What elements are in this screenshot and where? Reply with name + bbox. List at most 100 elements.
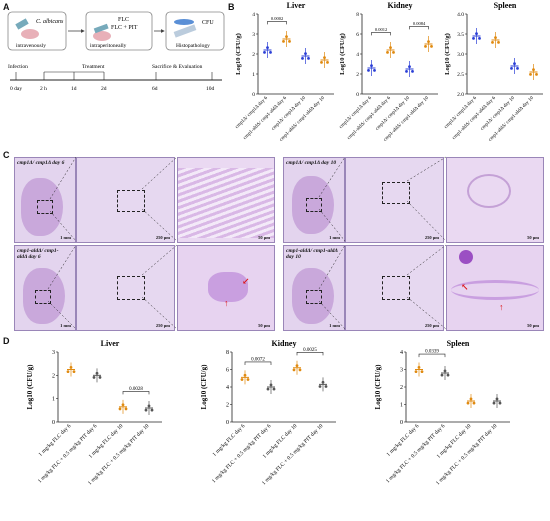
y-tick-label: 0 (400, 420, 403, 426)
panel-label-c: C (3, 150, 10, 160)
data-point (147, 404, 151, 408)
data-point (513, 62, 516, 65)
data-point (408, 65, 411, 68)
data-point (263, 51, 266, 54)
x-tick-label: cmp1Δ/ cmp1Δ day 10 (271, 96, 307, 132)
y-axis-label: Log10 (CFU/g) (200, 364, 208, 410)
x-tick-label: cmp1Δ/ cmp1Δ day 6 (339, 96, 373, 130)
data-point (282, 40, 285, 43)
data-point (321, 380, 325, 384)
data-point (272, 387, 276, 391)
panel-label-a: A (3, 2, 10, 12)
tick-0day: 0 day (10, 86, 22, 92)
data-point (320, 61, 323, 64)
panel-label-d: D (3, 336, 10, 346)
data-point (98, 376, 102, 379)
data-point (121, 403, 125, 407)
y-tick-label: 2 (226, 403, 229, 409)
data-point (529, 73, 532, 76)
data-point (392, 51, 395, 54)
histo-label-1: cmp1Δ/ cmp1Δ day 6 (17, 160, 65, 166)
data-point (292, 368, 296, 372)
data-point (295, 364, 299, 368)
data-point (92, 376, 96, 379)
histo-label-3: cmp1-aldΔ/ cmp1-aldΔ day 6 (17, 248, 59, 260)
chart-title: Spleen (447, 339, 470, 348)
data-point (494, 36, 497, 39)
schematic-box-infection: C. albicans intravenously (7, 11, 67, 51)
data-point (475, 32, 478, 35)
phase-sacrifice: Sacrifice & Evaluation (152, 63, 203, 70)
data-point (370, 64, 373, 67)
p-value-label: 0.0012 (375, 27, 387, 32)
x-tick-label: cmp1Δ/ cmp1Δ day 10 (480, 96, 516, 132)
data-point (266, 387, 270, 391)
x-tick-label: cmp1Δ/ cmp1Δ day 6 (235, 96, 269, 130)
y-tick-label: 3.0 (457, 52, 464, 58)
y-tick-label: 1 (52, 397, 55, 403)
histo-kidney-high-3: ↙ ↑ 50 μm (177, 245, 275, 331)
p-value-label: 0.0339 (425, 350, 439, 355)
data-point (478, 37, 481, 40)
histo-kidney-mid-2: 250 μm (345, 157, 444, 243)
chart-title: Liver (287, 2, 306, 10)
data-point (389, 46, 392, 49)
data-point (427, 40, 430, 43)
data-point (124, 407, 128, 411)
y-tick-label: 0 (52, 420, 55, 426)
y-tick-label: 0 (252, 92, 255, 98)
scale-250-1: 250 μm (155, 235, 170, 240)
scale-50-2: 50 μm (527, 235, 539, 240)
histo-label-2: cmp1Δ/ cmp1Δ day 10 (286, 160, 337, 166)
red-arrow-icon: ↑ (224, 298, 229, 308)
histo-kidney-mid-3: 250 μm (76, 245, 175, 331)
phase-treatment: Treatment (82, 64, 105, 70)
data-point (417, 366, 421, 369)
x-tick-label: cmp1Δ/ cmp1Δ day 10 (375, 96, 411, 132)
p-value-label: 0.0025 (303, 348, 317, 353)
red-arrow-icon: ↑ (499, 302, 504, 312)
data-point (498, 401, 502, 405)
p-value-label: 0.0002 (271, 16, 283, 21)
data-point (324, 385, 328, 388)
schematic-box2-line1: FLC (118, 17, 129, 23)
schematic-box3-sub: Histopathology (176, 43, 210, 49)
significance-bracket (244, 361, 272, 365)
data-point (367, 69, 370, 72)
data-point (288, 40, 291, 43)
tick-10d: 10d (206, 86, 215, 92)
data-point (414, 370, 418, 373)
data-point (243, 373, 247, 377)
schematic-box1-sub: intravenously (16, 43, 46, 49)
y-tick-label: 8 (226, 350, 229, 356)
p-value-label: 0.0028 (129, 387, 143, 392)
chart-b-spleen: Spleen 2.0 2.5 3.0 3.5 4.0 Log10 (CFU/g) cmp1Δ/… (444, 2, 543, 143)
y-tick-label: 1 (400, 403, 403, 409)
data-point (424, 45, 427, 48)
data-point (72, 370, 76, 373)
chart-title: Kidney (388, 2, 413, 10)
y-tick-label: 6 (356, 32, 359, 38)
histo-kidney-overview-4: cmp1-aldΔ/ cmp1-aldΔ day 10 1 mm (283, 245, 345, 331)
data-point (510, 67, 513, 70)
data-point (472, 37, 475, 40)
chart-title: Kidney (272, 339, 297, 348)
p-value-label: 0.0084 (413, 21, 426, 26)
histo-kidney-overview-1: cmp1Δ/ cmp1Δ day 6 1 mm (14, 157, 76, 243)
scale-50-4: 50 μm (527, 323, 539, 328)
y-tick-label: 2 (52, 373, 55, 379)
y-tick-label: 2 (252, 52, 255, 58)
timeline-ticks: 0 day 2 h 1d 2d 6d 10d (10, 72, 215, 92)
y-tick-label: 4 (400, 350, 403, 356)
y-tick-label: 1 (252, 72, 255, 78)
histo-kidney-high-4: ↖ ↑ 50 μm (446, 245, 544, 331)
scale-50-1: 50 μm (258, 235, 270, 240)
data-point (269, 51, 272, 54)
scale-1mm-2: 1 mm (329, 235, 340, 240)
data-point (150, 408, 154, 412)
y-tick-label: 2.0 (457, 92, 464, 98)
y-tick-label: 3 (252, 32, 255, 38)
schematic-box1-title: C. albicans (36, 19, 64, 25)
